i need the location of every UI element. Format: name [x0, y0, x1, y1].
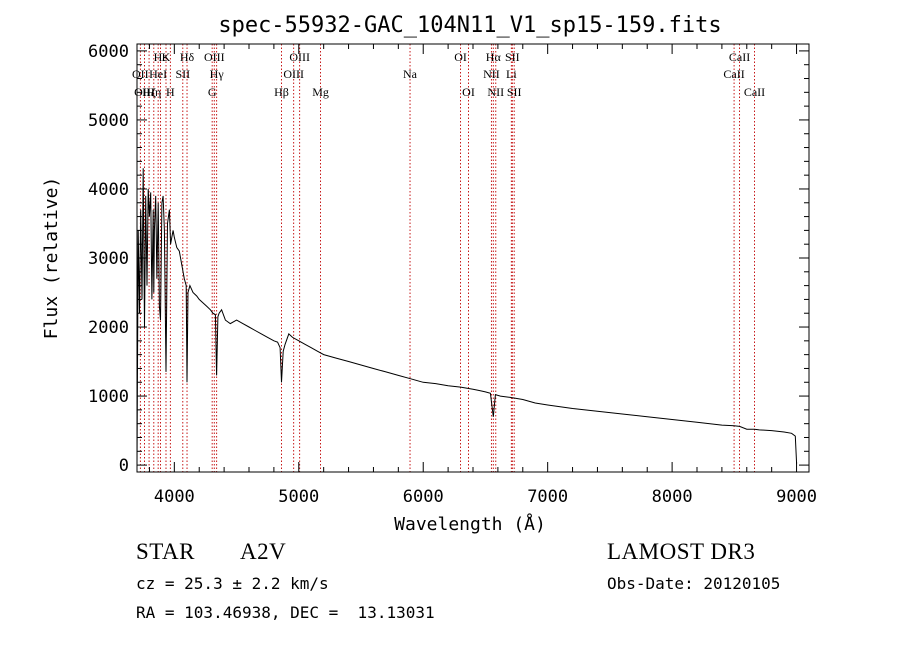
- spectral-line-label: OIII: [134, 85, 155, 99]
- spectral-line-label: Hε: [154, 50, 168, 64]
- spectral-line-markers: [139, 44, 755, 472]
- spectral-line-label: OI: [454, 50, 467, 64]
- spectral-line-label: NII: [487, 85, 504, 99]
- chart-title: spec-55932-GAC_104N11_V1_sp15-159.fits: [218, 13, 721, 38]
- object-subclass: A2V: [240, 539, 287, 564]
- y-tick-label: 3000: [88, 249, 129, 269]
- x-tick-label: 9000: [776, 487, 817, 507]
- spectral-line-label: H: [166, 85, 175, 99]
- spectral-line-label: SII: [505, 50, 520, 64]
- spectral-line-label: Na: [403, 67, 418, 81]
- y-axis-ticks: 0 1000 2000 3000 4000 5000 6000: [88, 42, 809, 476]
- x-tick-label: 4000: [154, 487, 195, 507]
- x-tick-label: 6000: [403, 487, 444, 507]
- x-tick-label: 5000: [278, 487, 319, 507]
- spectral-line-label: Hζ: [142, 85, 156, 99]
- spectral-line-label: OIII: [204, 50, 225, 64]
- spectral-line-label: CaII: [729, 50, 750, 64]
- spectral-line-label: Hγ: [210, 67, 225, 81]
- redshift-velocity: cz = 25.3 ± 2.2 km/s: [136, 574, 329, 593]
- observation-date: Obs-Date: 20120105: [607, 574, 781, 593]
- spectral-line-label: K: [162, 50, 171, 64]
- x-tick-label: 8000: [652, 487, 693, 507]
- spectral-line-label: NII: [483, 67, 500, 81]
- y-axis-label: Flux (relative): [41, 177, 62, 340]
- y-tick-label: 4000: [88, 180, 129, 200]
- spectral-line-label: SII: [507, 85, 522, 99]
- spectrum-chart: spec-55932-GAC_104N11_V1_sp15-159.fits H…: [41, 13, 817, 535]
- spectral-line-label: Hβ: [274, 85, 289, 99]
- x-axis-ticks: 4000 5000 6000 7000 8000 9000: [148, 44, 817, 507]
- survey-name: LAMOST DR3: [607, 539, 756, 564]
- spectral-line-label: SII: [175, 67, 190, 81]
- spectral-line-label: Hδ: [180, 50, 195, 64]
- spectral-line-label: Mg: [312, 85, 329, 99]
- x-tick-label: 7000: [527, 487, 568, 507]
- spectral-line-label: OII: [132, 67, 149, 81]
- spectral-line-label: Hα: [486, 50, 502, 64]
- spectral-line-label: OI: [462, 85, 475, 99]
- y-tick-label: 5000: [88, 111, 129, 131]
- y-tick-label: 1000: [88, 387, 129, 407]
- spectral-line-label: OIII: [289, 50, 310, 64]
- spectral-line-label: G: [208, 85, 217, 99]
- spectral-line-label: Li: [506, 67, 517, 81]
- ra-dec-coordinates: RA = 103.46938, DEC = 13.13031: [136, 603, 435, 622]
- spectrum-series-line: [136, 168, 798, 466]
- spectral-line-label: Hη: [146, 85, 161, 99]
- y-tick-label: 6000: [88, 42, 129, 62]
- y-tick-label: 2000: [88, 318, 129, 338]
- spectral-line-label: OIII: [283, 67, 304, 81]
- y-tick-label: 0: [119, 456, 129, 476]
- spectral-line-label: HeI: [149, 67, 167, 81]
- plot-frame: [136, 43, 810, 473]
- spectral-line-label: CaII: [723, 67, 744, 81]
- x-axis-label: Wavelength (Å): [394, 513, 546, 535]
- object-class: STAR: [136, 539, 195, 564]
- spectral-line-label: CaII: [744, 85, 765, 99]
